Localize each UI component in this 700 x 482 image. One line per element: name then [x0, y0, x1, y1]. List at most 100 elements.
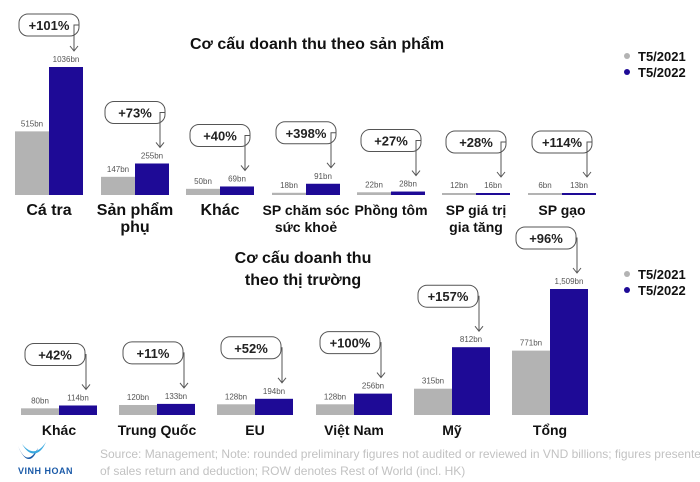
bar-2021: [414, 388, 452, 415]
bar-2022: [562, 193, 596, 195]
value-label-2021: 515bn: [21, 119, 43, 128]
value-label-2021: 128bn: [225, 392, 247, 401]
bar-2021: [217, 404, 255, 415]
growth-label: +398%: [286, 126, 327, 141]
bar-2021: [512, 350, 550, 415]
growth-label: +101%: [29, 18, 70, 33]
value-label-2021: 12bn: [450, 181, 468, 190]
growth-arrow-head: [326, 162, 336, 169]
bar-2022: [550, 289, 588, 415]
growth-arrow-head: [179, 382, 189, 389]
legend-label-2021: T5/2021: [638, 266, 686, 282]
growth-arrow-head: [496, 171, 506, 178]
growth-arrow-head: [376, 372, 386, 379]
value-label-2022: 1036bn: [53, 55, 80, 64]
source-note-line1: Source: Management; Note: rounded prelim…: [100, 447, 700, 461]
bar-2021: [528, 193, 562, 195]
growth-arrow-head: [240, 165, 250, 172]
bar-2021: [357, 192, 391, 195]
category-label: Khác: [200, 202, 239, 219]
bar-2022: [476, 193, 510, 195]
growth-label: +157%: [428, 289, 469, 304]
growth-label: +96%: [529, 231, 563, 246]
chart2-title: Cơ cấu doanh thu theo thị trường: [234, 250, 372, 289]
category-label: Sản phẩm: [97, 201, 173, 219]
value-label-2021: 80bn: [31, 396, 49, 405]
legend-item-2022: T5/2022: [624, 282, 686, 298]
legend-item-2021: T5/2021: [624, 48, 686, 64]
legend-swatch-2022: [624, 287, 630, 293]
growth-arrow: [281, 347, 283, 383]
category-label: SP chăm sóc: [263, 202, 350, 218]
growth-arrow-head: [155, 142, 165, 149]
bar-2022: [59, 405, 97, 415]
value-label-2022: 13bn: [570, 181, 588, 190]
bar-2021: [186, 188, 220, 195]
category-label: SP giá trị: [446, 202, 506, 218]
growth-arrow-head: [582, 171, 592, 178]
bar-2022: [49, 67, 83, 195]
legend-swatch-2021: [624, 271, 630, 277]
growth-arrow-head: [411, 170, 421, 177]
category-label: Phồng tôm: [354, 202, 427, 218]
legend-label-2021: T5/2021: [638, 48, 686, 64]
value-label-2021: 147bn: [107, 165, 129, 174]
value-label-2021: 6bn: [538, 181, 551, 190]
growth-arrow-head: [277, 377, 287, 384]
growth-arrow: [73, 24, 79, 51]
category-label: Việt Nam: [324, 422, 384, 438]
logo-text: VINH HOAN: [18, 466, 74, 476]
bar-2022: [354, 393, 392, 415]
source-note: Source: Management; Note: rounded prelim…: [100, 446, 700, 480]
growth-arrow: [330, 132, 336, 168]
growth-arrow-head: [81, 384, 91, 391]
category-label: sức khoẻ: [275, 219, 337, 235]
growth-arrow-head: [69, 45, 79, 52]
value-label-2021: 315bn: [422, 377, 444, 386]
legend-label-2022: T5/2022: [638, 64, 686, 80]
chart1-legend: T5/2021 T5/2022: [624, 48, 686, 80]
value-label-2021: 22bn: [365, 180, 383, 189]
vinh-hoan-logo: [18, 442, 46, 460]
growth-label: +73%: [118, 105, 152, 120]
value-label-2021: 50bn: [194, 177, 212, 186]
growth-label: +42%: [38, 347, 72, 362]
growth-arrow: [380, 342, 382, 378]
legend-item-2021: T5/2021: [624, 266, 686, 282]
growth-label: +27%: [374, 134, 408, 149]
growth-arrow-head: [474, 325, 484, 332]
growth-arrow: [415, 140, 421, 176]
growth-arrow-head: [572, 267, 582, 274]
value-label-2022: 812bn: [460, 335, 482, 344]
value-label-2022: 28bn: [399, 180, 417, 189]
bar-2021: [15, 131, 49, 195]
value-label-2021: 120bn: [127, 393, 149, 402]
value-label-2022: 114bn: [67, 393, 89, 402]
category-label: Tổng: [533, 422, 567, 438]
source-note-line2: of sales return and deduction; ROW denot…: [100, 464, 466, 478]
legend-swatch-2022: [624, 69, 630, 75]
growth-label: +11%: [137, 346, 170, 361]
category-label: SP gạo: [538, 202, 585, 218]
category-label: phụ: [120, 219, 149, 236]
value-label-2022: 194bn: [263, 387, 285, 396]
category-label: gia tăng: [449, 219, 503, 235]
growth-arrow: [244, 134, 250, 171]
category-label: Trung Quốc: [118, 422, 197, 438]
growth-arrow: [586, 141, 592, 177]
bar-2022: [452, 347, 490, 415]
legend-item-2022: T5/2022: [624, 64, 686, 80]
bar-2022: [391, 191, 425, 195]
bar-2021: [272, 192, 306, 195]
growth-arrow: [85, 353, 87, 390]
value-label-2021: 128bn: [324, 392, 346, 401]
category-label: Mỹ: [442, 422, 462, 438]
legend-swatch-2021: [624, 53, 630, 59]
value-label-2022: 69bn: [228, 174, 246, 183]
bar-2022: [306, 183, 340, 195]
growth-label: +40%: [203, 128, 237, 143]
bar-2021: [101, 176, 135, 195]
value-label-2022: 255bn: [141, 151, 163, 160]
